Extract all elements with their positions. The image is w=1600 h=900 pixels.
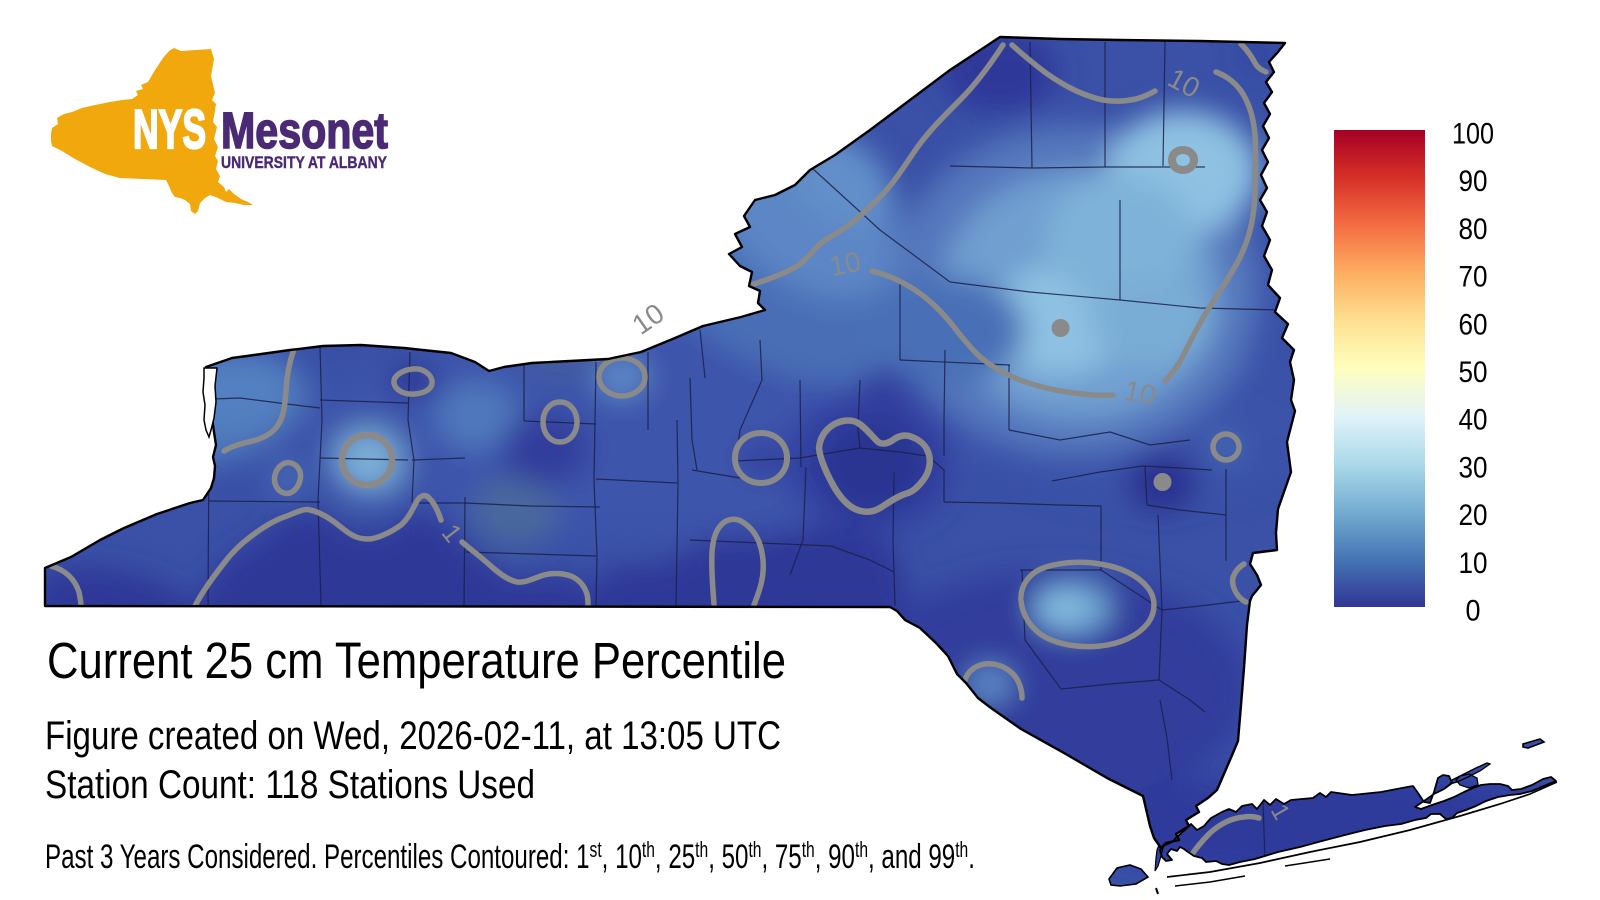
svg-text:UNIVERSITY AT ALBANY: UNIVERSITY AT ALBANY [221, 154, 387, 172]
svg-text:Figure created on Wed, 2026-02: Figure created on Wed, 2026-02-11, at 13… [45, 714, 781, 758]
svg-text:Mesonet: Mesonet [221, 102, 388, 159]
svg-text:70: 70 [1459, 261, 1488, 294]
svg-text:0: 0 [1466, 595, 1481, 628]
svg-text:60: 60 [1459, 308, 1488, 341]
svg-text:50: 50 [1459, 356, 1488, 389]
svg-text:Current 25 cm Temperature Perc: Current 25 cm Temperature Percentile [47, 632, 786, 689]
svg-text:NYS: NYS [133, 98, 206, 160]
svg-text:20: 20 [1459, 499, 1488, 532]
svg-text:90: 90 [1459, 165, 1488, 198]
svg-text:100: 100 [1452, 118, 1494, 151]
svg-text:10: 10 [1459, 547, 1488, 580]
svg-text:10: 10 [827, 246, 864, 283]
svg-text:80: 80 [1459, 213, 1488, 246]
svg-text:Station Count: 118 Stations Us: Station Count: 118 Stations Used [45, 763, 535, 807]
svg-text:10: 10 [1122, 375, 1159, 412]
svg-text:30: 30 [1459, 451, 1488, 484]
svg-text:Past 3 Years Considered. Perce: Past 3 Years Considered. Percentiles Con… [45, 838, 975, 876]
svg-text:40: 40 [1459, 404, 1488, 437]
